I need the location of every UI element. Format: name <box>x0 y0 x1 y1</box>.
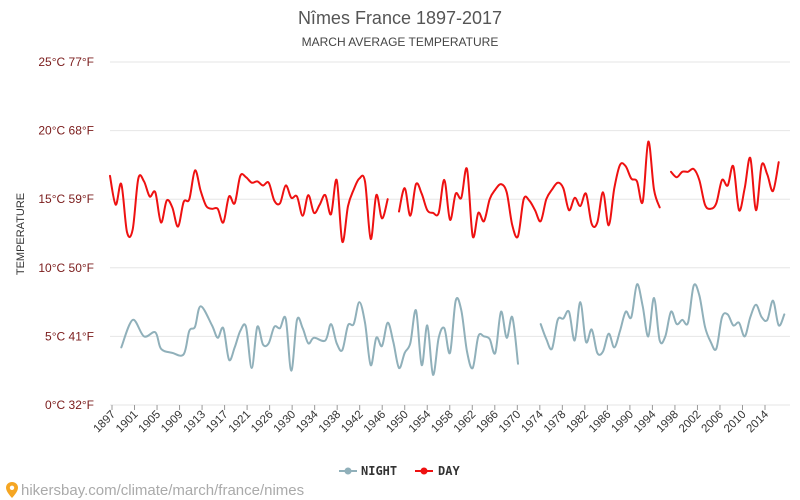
x-tick-label: 1934 <box>294 408 321 435</box>
x-tick-label: 1954 <box>407 408 434 435</box>
x-tick-label: 1986 <box>587 409 614 436</box>
x-tick-label: 1926 <box>249 409 276 436</box>
legend-item-night[interactable]: NIGHT <box>339 464 397 478</box>
y-tick-label: 20°C 68°F <box>38 124 94 138</box>
chart-subtitle: MARCH AVERAGE TEMPERATURE <box>302 35 499 49</box>
y-tick-label: 10°C 50°F <box>38 261 94 275</box>
series-line-day <box>398 140 661 239</box>
legend-day-marker-icon <box>420 467 428 475</box>
x-tick-label: 2006 <box>700 409 727 436</box>
x-tick-label: 2010 <box>722 409 749 436</box>
series-line-day <box>670 156 780 212</box>
series-line-night <box>120 297 519 376</box>
x-tick-label: 1978 <box>542 409 569 436</box>
legend-day-label: DAY <box>438 464 460 478</box>
x-tick-label: 1982 <box>564 409 591 436</box>
x-tick-label: 1913 <box>182 409 209 436</box>
x-tick-label: 1901 <box>114 409 141 436</box>
x-tick-label: 1938 <box>317 409 344 436</box>
x-tick-label: 2002 <box>677 409 704 436</box>
x-tick-label: 1990 <box>609 409 636 436</box>
series-line-night <box>539 283 786 356</box>
x-tick-label: 1958 <box>429 409 456 436</box>
source-link[interactable]: hikersbay.com/climate/march/france/nimes <box>6 482 304 499</box>
y-tick-label: 0°C 32°F <box>45 398 94 412</box>
x-tick-label: 1905 <box>137 409 164 436</box>
legend: NIGHT DAY <box>339 464 460 478</box>
series-line-day <box>109 169 389 243</box>
x-tick-label: 1942 <box>339 409 366 436</box>
x-axis-ticks: 1897190119051909191319171921192619301934… <box>92 405 772 435</box>
source-url: hikersbay.com/climate/march/france/nimes <box>21 482 304 499</box>
x-tick-label: 1974 <box>519 408 546 435</box>
x-tick-label: 1917 <box>204 409 231 436</box>
legend-night-marker-icon <box>344 467 352 475</box>
y-axis-label: TEMPERATURE <box>15 193 27 275</box>
x-tick-label: 1994 <box>632 408 659 435</box>
x-tick-label: 1950 <box>384 409 411 436</box>
x-tick-label: 1966 <box>474 409 501 436</box>
location-pin-icon <box>6 482 18 498</box>
grid-lines <box>110 61 790 406</box>
series-lines <box>109 140 786 376</box>
x-tick-label: 1998 <box>654 409 681 436</box>
x-tick-label: 2014 <box>745 408 772 435</box>
legend-item-day[interactable]: DAY <box>415 464 460 478</box>
x-tick-label: 1970 <box>497 409 524 436</box>
x-tick-label: 1921 <box>227 409 254 436</box>
y-tick-label: 25°C 77°F <box>38 55 94 69</box>
x-tick-label: 1946 <box>362 409 389 436</box>
legend-night-label: NIGHT <box>361 464 397 478</box>
y-tick-label: 5°C 41°F <box>45 329 94 343</box>
x-tick-label: 1897 <box>92 409 119 436</box>
x-tick-label: 1930 <box>272 409 299 436</box>
y-tick-label: 15°C 59°F <box>38 192 94 206</box>
y-axis-ticks: 0°C 32°F 5°C 41°F 10°C 50°F 15°C 59°F 20°C 6… <box>38 55 94 412</box>
x-tick-label: 1962 <box>452 409 479 436</box>
chart-title: Nîmes France 1897-2017 <box>298 8 502 28</box>
x-tick-label: 1909 <box>159 409 186 436</box>
